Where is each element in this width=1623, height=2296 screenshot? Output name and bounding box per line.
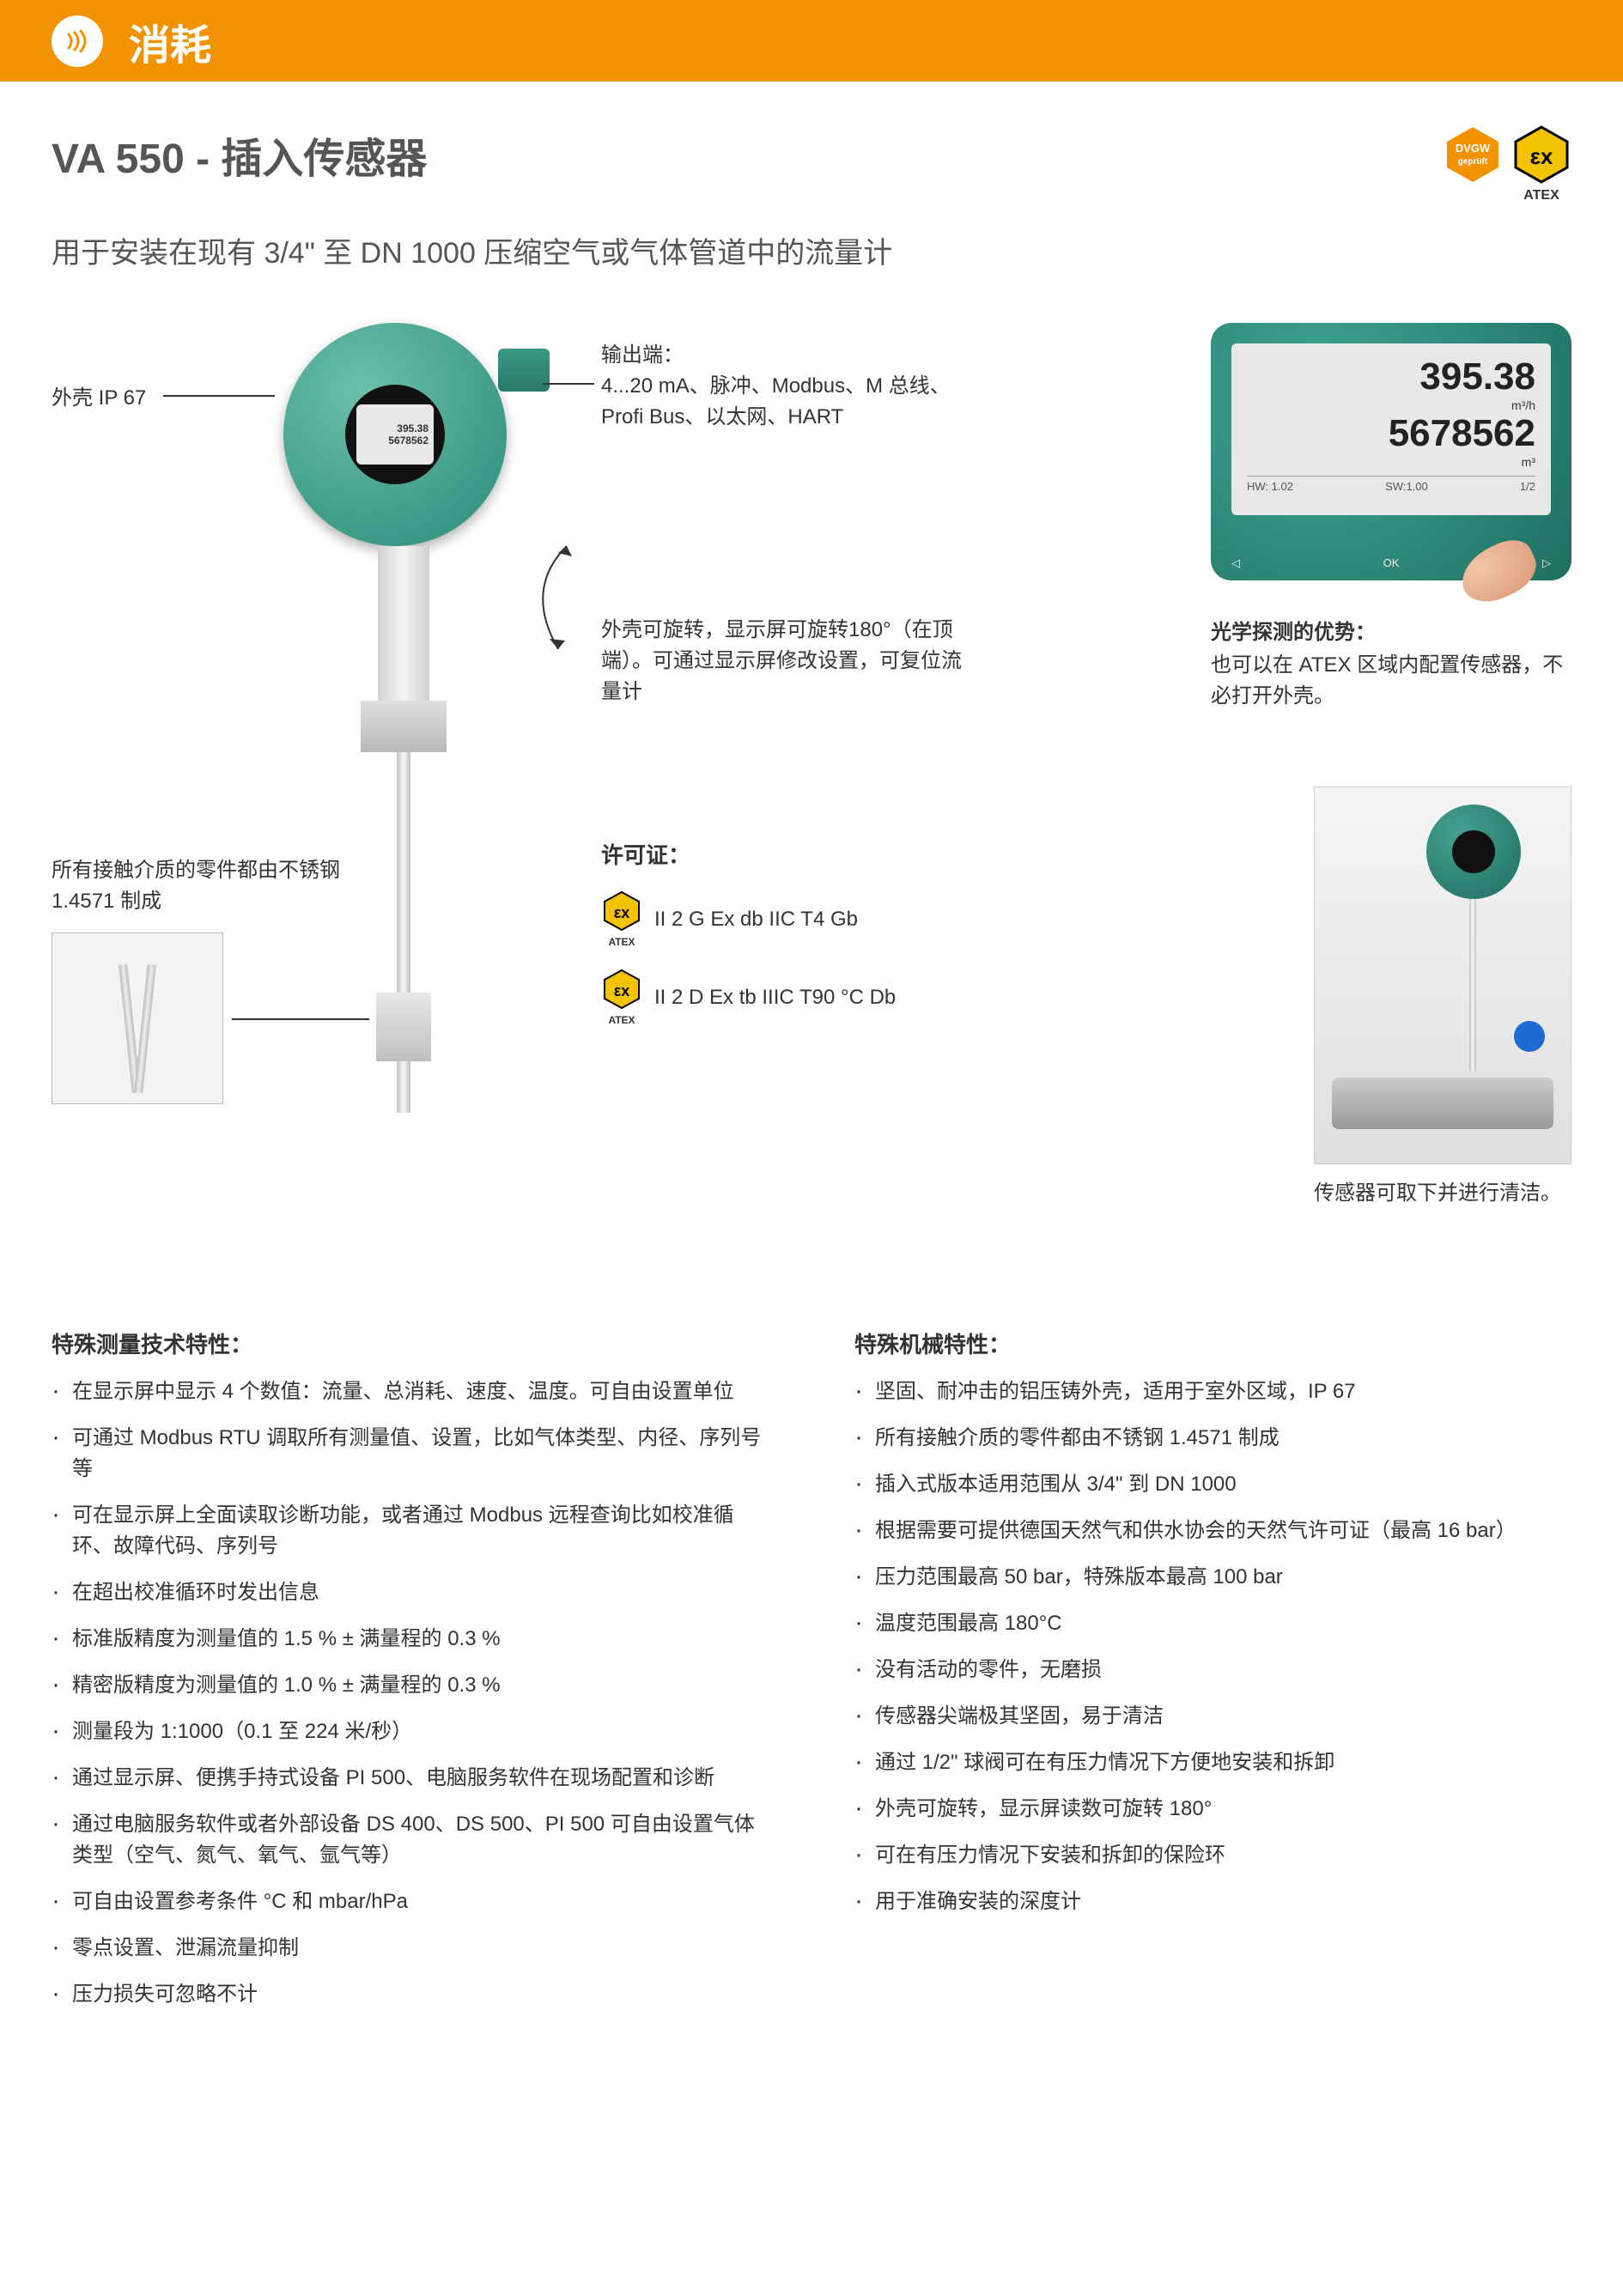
feature-item: 插入式版本适用范围从 3/4" 到 DN 1000 <box>854 1469 1571 1500</box>
atex-badge: εx ATEX <box>1511 125 1571 203</box>
page-content: VA 550 - 插入传感器 DVGW geprüft εx ATEX 用于安装在… <box>0 82 1623 2060</box>
cert-title: 许可证： <box>601 838 962 870</box>
feature-item: 根据需要可提供德国天然气和供水协会的天然气许可证（最高 16 bar） <box>854 1515 1571 1546</box>
svg-text:εx: εx <box>614 982 630 999</box>
cert-text: II 2 G Ex db IIC T4 Gb <box>654 908 858 932</box>
features-right: 特殊机械特性： 坚固、耐冲击的铝压铸外壳，适用于室外区域，IP 67 所有接触介质… <box>854 1327 1571 2026</box>
optical-heading: 光学探测的优势： <box>1211 615 1571 645</box>
feature-item: 可自由设置参考条件 °C 和 mbar/hPa <box>52 1886 769 1917</box>
btn-ok[interactable]: OK <box>1383 556 1400 570</box>
lcd-value-1: 395.38 <box>1247 355 1535 398</box>
cert-item: εx ATEX II 2 D Ex tb IIIC T90 °C Db <box>601 969 962 1026</box>
title-name: 插入传感器 <box>221 137 427 182</box>
lcd-page: 1/2 <box>1520 480 1535 493</box>
probe-nut <box>361 701 447 752</box>
install-photo: 传感器可取下并进行清洁。 <box>1314 787 1571 1209</box>
lcd-sw: SW:1.00 <box>1385 480 1428 493</box>
feature-item: 零点设置、泄漏流量抑制 <box>52 1933 769 1964</box>
callout-material: 所有接触介质的零件都由不锈钢 1.4571 制成 <box>52 855 361 917</box>
display-frame: 395.38 m³/h 5678562 m³ HW: 1.02 SW:1.00 … <box>1211 323 1571 580</box>
mini-display-val1: 395.38 <box>397 422 429 434</box>
callout-outputs-body: 4...20 mA、脉冲、Modbus、M 总线、Profi Bus、以太网、H… <box>601 371 962 433</box>
rotate-arrow-icon <box>515 538 584 658</box>
install-image <box>1314 787 1571 1164</box>
header-bar: 消耗 <box>0 0 1623 82</box>
display-closeup: 395.38 m³/h 5678562 m³ HW: 1.02 SW:1.00 … <box>1211 323 1571 712</box>
feature-item: 没有活动的零件，无磨损 <box>854 1655 1571 1686</box>
probe-fitting <box>376 993 431 1061</box>
svg-text:εx: εx <box>614 904 630 921</box>
lcd-unit-2: m³ <box>1247 455 1535 469</box>
page-title: VA 550 - 插入传感器 <box>52 125 427 185</box>
callout-outputs-label: 输出端： <box>601 340 962 371</box>
mini-display-val2: 5678562 <box>388 434 429 446</box>
features-left-list: 在显示屏中显示 4 个数值：流量、总消耗、速度、温度。可自由设置单位可通过 Mo… <box>52 1376 769 2010</box>
feature-item: 可在有压力情况下安装和拆卸的保险环 <box>854 1840 1571 1871</box>
feature-item: 外壳可旋转，显示屏读数可旋转 180° <box>854 1794 1571 1825</box>
illustration-area: 395.38 5678562 外壳 IP 67 输出端： 4...20 mA、脉… <box>52 323 1571 1302</box>
features-right-title: 特殊机械特性： <box>854 1327 1571 1359</box>
feature-item: 精密版精度为测量值的 1.0 % ± 满量程的 0.3 % <box>52 1670 769 1701</box>
probe-neck <box>378 546 429 701</box>
feature-item: 在超出校准循环时发出信息 <box>52 1577 769 1608</box>
display-lcd: 395.38 m³/h 5678562 m³ HW: 1.02 SW:1.00 … <box>1231 343 1551 515</box>
page-subtitle: 用于安装在现有 3/4" 至 DN 1000 压缩空气或气体管道中的流量计 <box>52 229 1571 271</box>
callout-ip67: 外壳 IP 67 <box>52 383 249 414</box>
feature-item: 用于准确安装的深度计 <box>854 1886 1571 1917</box>
callout-outputs: 输出端： 4...20 mA、脉冲、Modbus、M 总线、Profi Bus、… <box>601 340 962 433</box>
consumption-icon <box>52 15 103 67</box>
features-left: 特殊测量技术特性： 在显示屏中显示 4 个数值：流量、总消耗、速度、温度。可自由… <box>52 1327 769 2026</box>
svg-text:εx: εx <box>1530 143 1553 169</box>
feature-item: 可在显示屏上全面读取诊断功能，或者通过 Modbus 远程查询比如校准循环、故障… <box>52 1500 769 1562</box>
atex-badge-small: εx ATEX <box>601 969 642 1026</box>
features-right-list: 坚固、耐冲击的铝压铸外壳，适用于室外区域，IP 67 所有接触介质的零件都由不锈钢… <box>854 1376 1571 1917</box>
feature-item: 温度范围最高 180°C <box>854 1608 1571 1639</box>
svg-text:geprüft: geprüft <box>1458 157 1488 167</box>
btn-back-icon[interactable]: ◁ <box>1231 556 1240 570</box>
dvgw-badge: DVGW geprüft <box>1443 125 1503 203</box>
cert-badges: DVGW geprüft εx ATEX <box>1443 125 1571 203</box>
install-caption: 传感器可取下并进行清洁。 <box>1314 1178 1571 1209</box>
feature-item: 传感器尖端极其坚固，易于清洁 <box>854 1701 1571 1732</box>
callout-rotatable: 外壳可旋转，显示屏可旋转180°（在顶端）。可通过显示屏修改设置，可复位流量计 <box>601 615 962 708</box>
finger-illustration <box>1453 532 1545 611</box>
btn-forward-icon[interactable]: ▷ <box>1542 556 1551 570</box>
certifications: 许可证： εx ATEX II 2 G Ex db IIC T4 Gb εx A… <box>601 838 962 1026</box>
feature-item: 通过显示屏、便携手持式设备 PI 500、电脑服务软件在现场配置和诊断 <box>52 1763 769 1794</box>
title-sep: - <box>185 137 222 182</box>
features-left-title: 特殊测量技术特性： <box>52 1327 769 1359</box>
svg-text:DVGW: DVGW <box>1456 142 1491 155</box>
feature-item: 通过电脑服务软件或者外部设备 DS 400、DS 500、PI 500 可自由设… <box>52 1809 769 1871</box>
cert-text: II 2 D Ex tb IIIC T90 °C Db <box>654 986 896 1010</box>
cert-item: εx ATEX II 2 G Ex db IIC T4 Gb <box>601 890 962 948</box>
feature-item: 压力损失可忽略不计 <box>52 1979 769 2010</box>
title-row: VA 550 - 插入传感器 DVGW geprüft εx ATEX <box>52 125 1571 203</box>
feature-item: 可通过 Modbus RTU 调取所有测量值、设置，比如气体类型、内径、序列号等 <box>52 1423 769 1485</box>
lcd-hw: HW: 1.02 <box>1247 480 1293 493</box>
atex-badge-small: εx ATEX <box>601 890 642 948</box>
optical-advantage: 光学探测的优势： 也可以在 ATEX 区域内配置传感器，不必打开外壳。 <box>1211 615 1571 712</box>
connector-illustration <box>498 349 550 392</box>
feature-item: 测量段为 1:1000（0.1 至 224 米/秒） <box>52 1716 769 1747</box>
lcd-unit-1: m³/h <box>1247 398 1535 412</box>
header-title: 消耗 <box>129 11 211 71</box>
feature-item: 在显示屏中显示 4 个数值：流量、总消耗、速度、温度。可自由设置单位 <box>52 1376 769 1407</box>
optical-body: 也可以在 ATEX 区域内配置传感器，不必打开外壳。 <box>1211 650 1571 712</box>
tip-closeup-image <box>52 932 223 1104</box>
feature-item: 通过 1/2" 球阀可在有压力情况下方便地安装和拆卸 <box>854 1747 1571 1778</box>
feature-item: 标准版精度为测量值的 1.5 % ± 满量程的 0.3 % <box>52 1624 769 1655</box>
features-section: 特殊测量技术特性： 在显示屏中显示 4 个数值：流量、总消耗、速度、温度。可自由… <box>52 1327 1571 2026</box>
product-head-illustration: 395.38 5678562 <box>283 323 541 572</box>
feature-item: 所有接触介质的零件都由不锈钢 1.4571 制成 <box>854 1423 1571 1454</box>
feature-item: 压力范围最高 50 bar，特殊版本最高 100 bar <box>854 1562 1571 1593</box>
title-model: VA 550 <box>52 137 185 182</box>
atex-label: ATEX <box>1511 188 1571 203</box>
feature-item: 坚固、耐冲击的铝压铸外壳，适用于室外区域，IP 67 <box>854 1376 1571 1407</box>
lcd-value-2: 5678562 <box>1247 412 1535 455</box>
